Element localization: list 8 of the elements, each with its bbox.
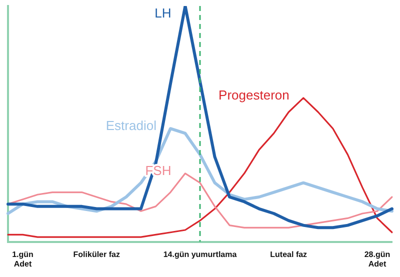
x-tick-label: Luteal faz	[270, 250, 308, 259]
series-label: Estradiol	[106, 118, 157, 134]
series-label: Progesteron	[218, 88, 290, 103]
x-tick-label: Foliküler faz	[73, 250, 120, 259]
x-tick-label: 28.gün Adet	[364, 250, 390, 268]
x-tick-label: 14.gün yumurtlama	[163, 250, 238, 259]
series-label: LH	[154, 6, 172, 21]
x-tick-label: 1.gün Adet	[12, 250, 34, 268]
